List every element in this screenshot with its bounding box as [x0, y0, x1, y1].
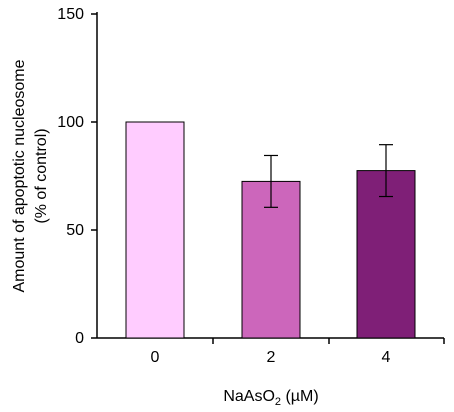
x-tick-label: 0: [151, 349, 160, 366]
x-axis-label-prefix: NaAsO: [223, 388, 275, 405]
x-tick-label: 4: [382, 349, 391, 366]
bar-4: [356, 170, 416, 339]
y-tick-marks: [91, 13, 97, 339]
x-axis-label-subscript: 2: [275, 396, 281, 408]
x-axis-label-suffix: (µM): [281, 388, 319, 405]
y-tick-label: 0: [75, 330, 84, 347]
x-tick-labels: 0 2 4: [151, 349, 391, 366]
y-tick-label: 50: [66, 222, 84, 239]
y-tick-label: 150: [57, 6, 84, 23]
y-axis-label: Amount of apoptotic nucleosome: [11, 59, 28, 292]
x-tick-label: 2: [267, 349, 276, 366]
y-tick-label: 100: [57, 114, 84, 131]
x-axis-label: NaAsO2 (µM): [223, 388, 318, 408]
y-axis-label-unit: (% of control): [33, 128, 50, 223]
bar-0: [125, 121, 185, 339]
x-tick-marks: [212, 338, 445, 344]
y-tick-labels: 0 50 100 150: [57, 6, 84, 347]
error-bars: [264, 144, 393, 208]
bars: [125, 121, 416, 339]
